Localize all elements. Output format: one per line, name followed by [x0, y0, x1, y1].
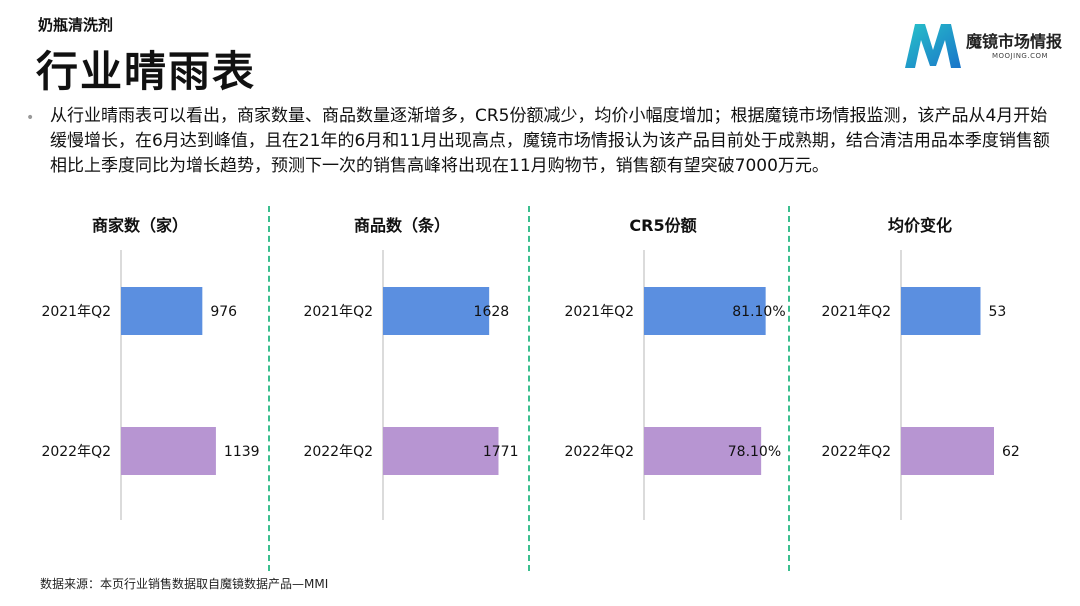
logo-name: 魔镜市场情报	[966, 32, 1063, 51]
data-label: 78.10%	[728, 444, 781, 460]
data-label: 1139	[224, 444, 260, 460]
category-label: 2021年Q2	[303, 304, 373, 320]
logo-domain: MOOJING.COM	[992, 52, 1049, 60]
category-label: 2022年Q2	[821, 444, 891, 460]
bar	[383, 287, 490, 335]
data-source: 数据来源：本页行业销售数据取自魔镜数据产品—MMI	[40, 577, 329, 591]
data-label: 1628	[474, 304, 510, 320]
chart-cr5: CR5份额 2021年Q2 81.10% 2022年Q2 78.10%	[538, 208, 788, 528]
category-label: 2021年Q2	[821, 304, 891, 320]
bullet-dot-icon: •	[26, 110, 35, 126]
data-label: 976	[210, 304, 237, 320]
page-title: 行业晴雨表	[36, 47, 257, 96]
bar	[383, 427, 499, 475]
bar	[901, 287, 981, 335]
chart-svg: 2021年Q2 1628 2022年Q2 1771	[303, 250, 519, 520]
page-subtitle: 奶瓶清洗剂	[38, 16, 114, 34]
divider	[528, 206, 530, 571]
category-label: 2022年Q2	[564, 444, 634, 460]
data-label: 81.10%	[732, 304, 785, 320]
divider	[268, 206, 270, 571]
category-label: 2022年Q2	[41, 444, 111, 460]
chart-svg: 2021年Q2 81.10% 2022年Q2 78.10%	[564, 250, 786, 520]
category-label: 2021年Q2	[41, 304, 111, 320]
moojing-logo-icon	[905, 24, 961, 68]
chart-svg: 2021年Q2 976 2022年Q2 1139	[41, 250, 260, 520]
bar	[644, 287, 766, 335]
divider	[788, 206, 790, 571]
chart-merchants: 商家数（家） 2021年Q2 976 2022年Q2 1139	[15, 208, 265, 528]
data-label: 62	[1002, 444, 1020, 460]
chart-title: CR5份额	[629, 216, 697, 235]
category-label: 2022年Q2	[303, 444, 373, 460]
chart-title: 商家数（家）	[91, 216, 188, 235]
bar	[644, 427, 762, 475]
bar	[121, 427, 216, 475]
bar	[901, 427, 994, 475]
data-label: 53	[989, 304, 1007, 320]
chart-title: 商品数（条）	[353, 216, 450, 235]
data-label: 1771	[483, 444, 519, 460]
bar	[121, 287, 203, 335]
summary-text: 从行业晴雨表可以看出，商家数量、商品数量逐渐增多，CR5份额减少，均价小幅度增加…	[50, 106, 1050, 176]
chart-svg: 2021年Q2 53 2022年Q2 62	[821, 250, 1020, 520]
category-label: 2021年Q2	[564, 304, 634, 320]
chart-avg-price: 均价变化 2021年Q2 53 2022年Q2 62	[795, 208, 1045, 528]
chart-products: 商品数（条） 2021年Q2 1628 2022年Q2 1771	[277, 208, 527, 528]
chart-title: 均价变化	[887, 216, 952, 235]
